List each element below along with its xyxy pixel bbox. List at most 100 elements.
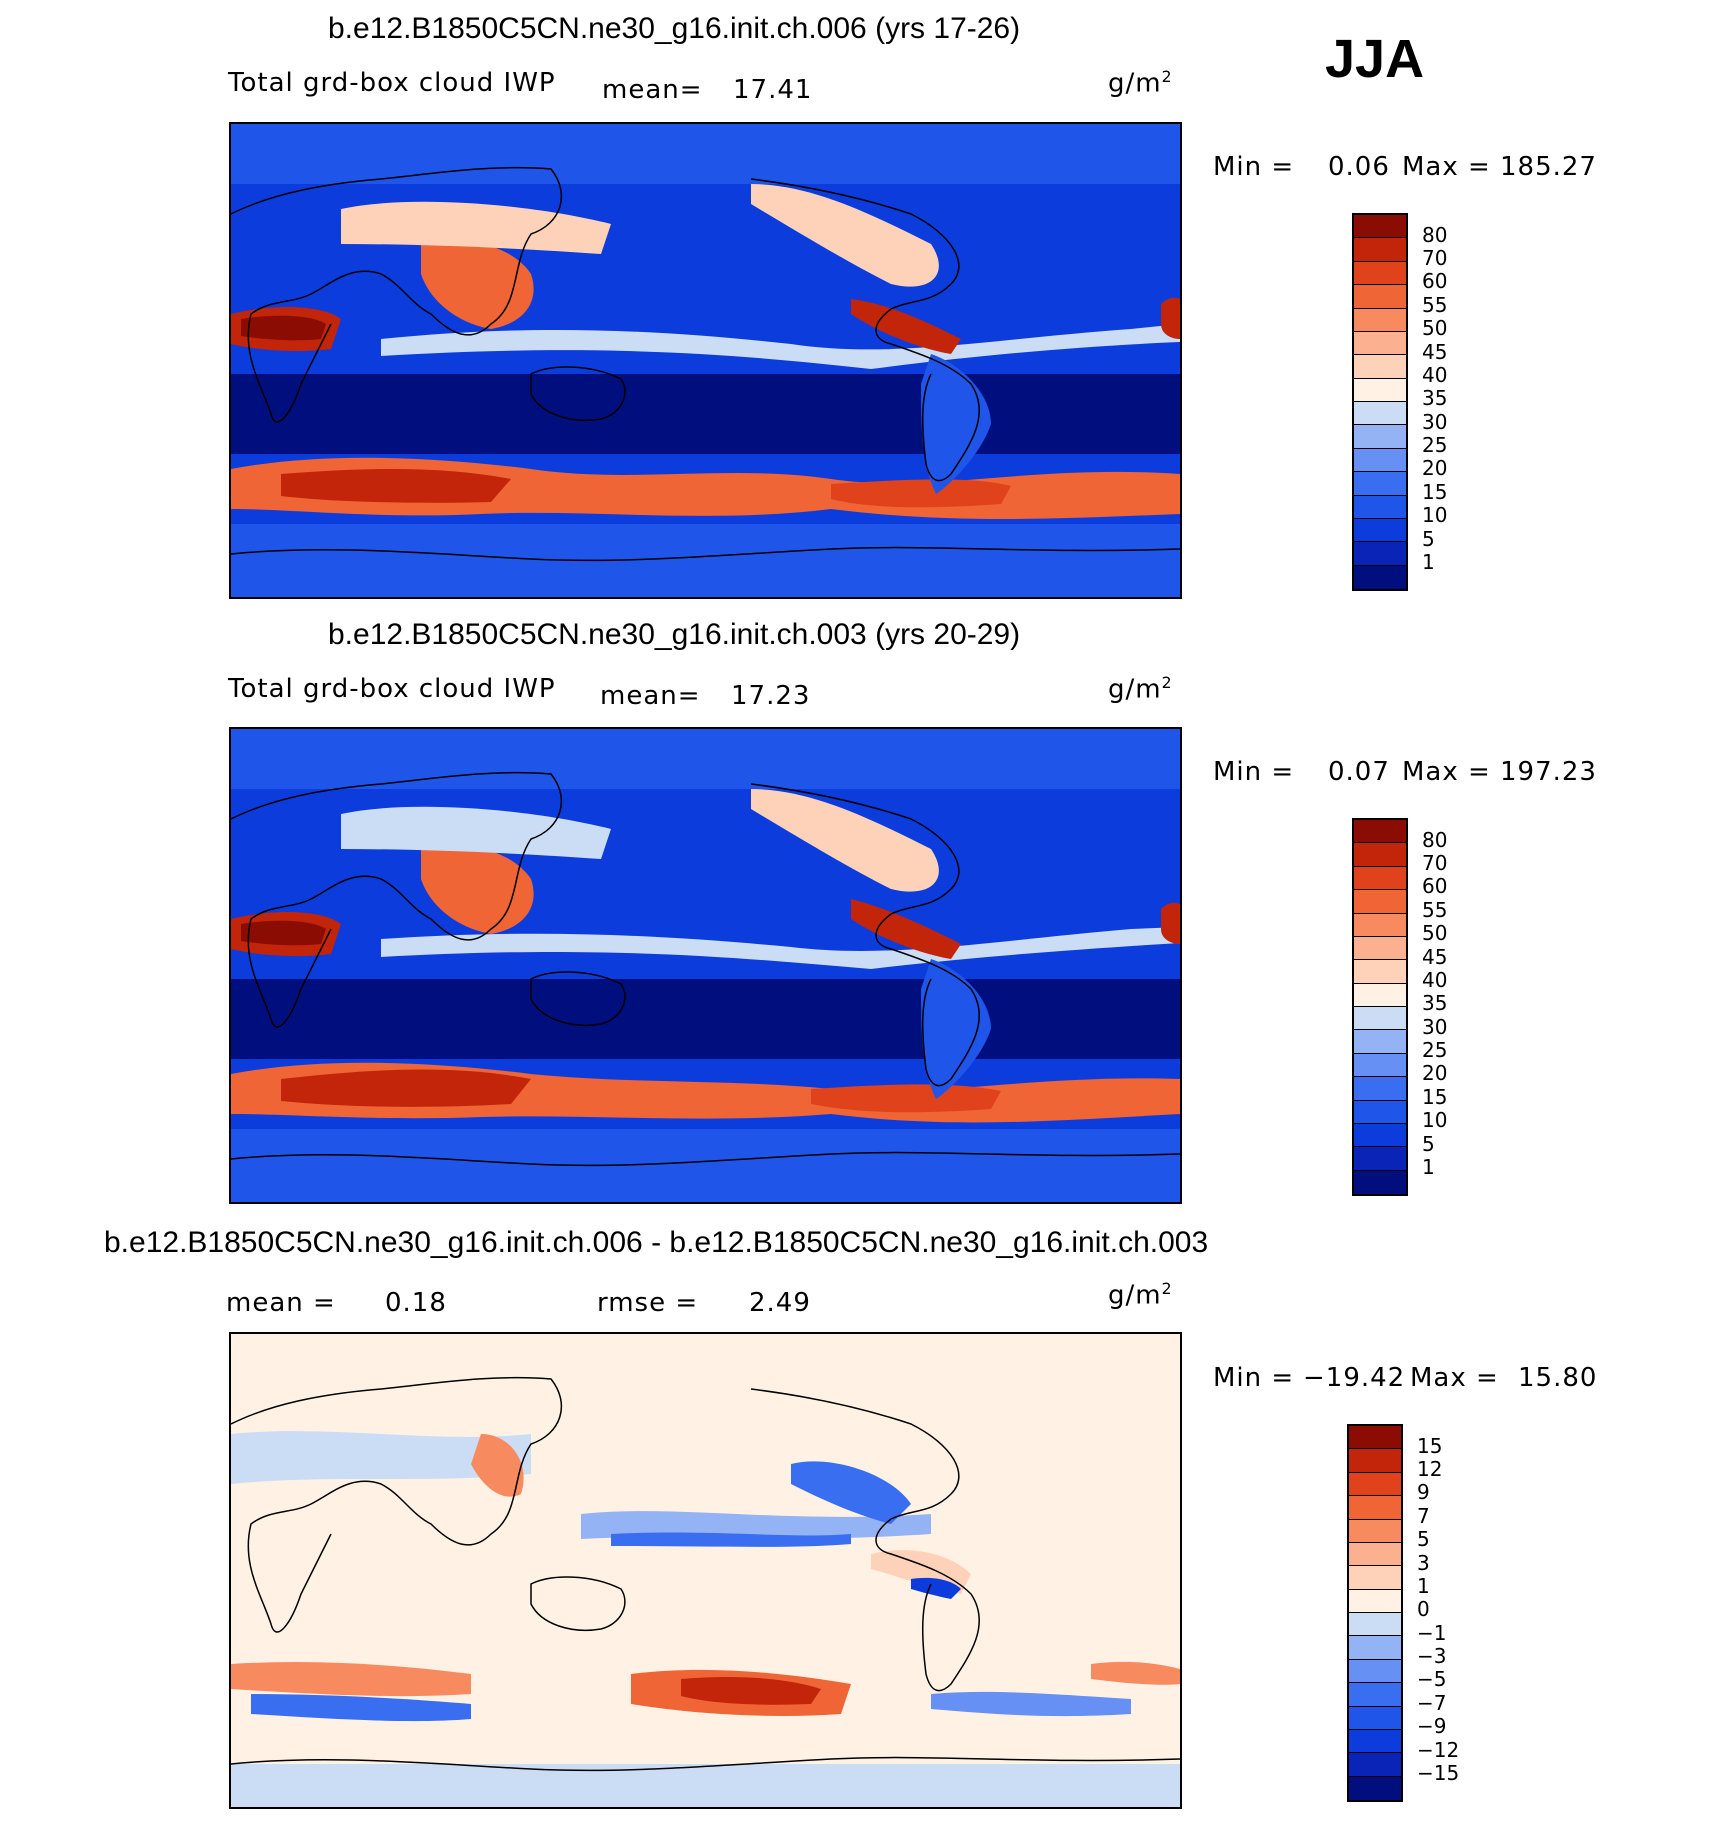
colorbar-tick-label: 60 [1422, 874, 1448, 899]
colorbar-tick-label: 45 [1422, 944, 1448, 969]
panel-3-min-value: −19.42 [1303, 1363, 1406, 1393]
colorbar-tick-label: 25 [1422, 1038, 1448, 1063]
panel-3-rmse-value: 2.49 [749, 1288, 811, 1318]
panel-3-min-label: Min = [1213, 1363, 1295, 1393]
panel-2-storm-core-2 [811, 1084, 1001, 1113]
colorbar-swatch [1354, 890, 1406, 914]
colorbar-swatch [1349, 1776, 1401, 1800]
panel-1-antarctic-band [231, 524, 1180, 597]
panel-2-itcz [381, 927, 1180, 969]
colorbar-swatch [1349, 1683, 1401, 1707]
colorbar-swatch [1354, 820, 1406, 844]
colorbar-swatch [1349, 1449, 1401, 1473]
colorbar-tick-label: 15 [1422, 479, 1448, 504]
colorbar-tick-label: −12 [1417, 1737, 1460, 1762]
colorbar-swatch [1349, 1426, 1401, 1450]
colorbar-tick-label: 10 [1422, 503, 1448, 528]
colorbar-swatch [1354, 215, 1406, 239]
panel-2-right-africa [1161, 902, 1180, 944]
panel-3-rmse-label: rmse = [597, 1288, 699, 1318]
colorbar-swatch [1349, 1542, 1401, 1567]
panel-2-min-value: 0.07 [1328, 757, 1390, 787]
panel-1-colorbar [1352, 213, 1408, 591]
colorbar-swatch [1354, 402, 1406, 426]
panel-1-itcz [381, 324, 1180, 369]
panel-3-antarctic [231, 1764, 1180, 1807]
panel-2-storm-core-1 [281, 1069, 531, 1107]
panel-2-colorbar [1352, 818, 1408, 1196]
colorbar-tick-label: 1 [1417, 1573, 1430, 1598]
panel-3-patch-1 [231, 1431, 531, 1484]
colorbar-tick-label: 5 [1417, 1527, 1430, 1552]
colorbar-tick-label: −5 [1417, 1667, 1447, 1692]
season-label: JJA [1325, 29, 1425, 89]
colorbar-tick-label: 55 [1422, 292, 1448, 317]
colorbar-tick-label: 55 [1422, 897, 1448, 922]
colorbar-swatch [1354, 518, 1406, 543]
colorbar-swatch [1354, 936, 1406, 961]
colorbar-swatch [1354, 261, 1406, 286]
colorbar-swatch [1349, 1472, 1401, 1497]
panel-1-title: b.e12.B1850C5CN.ne30_g16.init.ch.006 (yr… [328, 12, 1021, 45]
colorbar-swatch [1354, 448, 1406, 473]
colorbar-tick-label: −3 [1417, 1644, 1447, 1669]
panel-3-units: g/m2 [1108, 1280, 1173, 1311]
panel-2-coastlines [231, 771, 1180, 1167]
colorbar-tick-label: 1 [1422, 1154, 1435, 1179]
panel-3-mean-label: mean = [226, 1288, 336, 1318]
panel-3-map-svg [231, 1334, 1180, 1807]
colorbar-tick-label: 60 [1422, 269, 1448, 294]
colorbar-tick-label: 80 [1422, 827, 1448, 852]
colorbar-swatch [1354, 378, 1406, 402]
panel-1-map-svg [231, 124, 1180, 597]
panel-1-right-africa [1161, 297, 1180, 339]
colorbar-swatch [1354, 308, 1406, 332]
panel-1-storm-core-2 [831, 479, 1011, 508]
panel-3-coastlines [231, 1376, 1180, 1772]
colorbar-swatch [1354, 1123, 1406, 1148]
panel-2-units: g/m2 [1108, 674, 1173, 705]
panel-2-namerica [751, 789, 939, 892]
panel-2-antarctic-band [231, 1129, 1180, 1202]
colorbar-swatch [1354, 1147, 1406, 1171]
colorbar-tick-label: 40 [1422, 362, 1448, 387]
colorbar-swatch [1349, 1613, 1401, 1637]
panel-1-namerica [751, 184, 939, 287]
colorbar-swatch [1349, 1729, 1401, 1754]
panel-2-map-svg [231, 729, 1180, 1202]
colorbar-tick-label: −7 [1417, 1690, 1447, 1715]
panel-2-title: b.e12.B1850C5CN.ne30_g16.init.ch.003 (yr… [328, 618, 1021, 651]
panel-3-max-value: 15.80 [1518, 1363, 1598, 1393]
colorbar-tick-label: −15 [1417, 1760, 1460, 1785]
panel-1-mean-value: 17.41 [733, 75, 813, 105]
colorbar-tick-label: 25 [1422, 433, 1448, 458]
colorbar-tick-label: 15 [1422, 1084, 1448, 1109]
panel-2-map [229, 727, 1182, 1204]
colorbar-swatch [1349, 1589, 1401, 1613]
panel-2-arctic-band [231, 729, 1180, 789]
colorbar-swatch [1349, 1496, 1401, 1520]
panel-3-patch-3 [611, 1532, 851, 1547]
colorbar-tick-label: 0 [1417, 1597, 1430, 1622]
colorbar-tick-label: 9 [1417, 1480, 1430, 1505]
colorbar-swatch [1354, 1077, 1406, 1101]
colorbar-swatch [1354, 542, 1406, 566]
panel-2-sahel-core [241, 920, 326, 946]
panel-3-patch-2 [581, 1511, 931, 1539]
panel-1-arctic-band [231, 124, 1180, 184]
colorbar-swatch [1354, 238, 1406, 262]
panel-3-colorbar [1347, 1424, 1403, 1802]
colorbar-swatch [1354, 1007, 1406, 1031]
colorbar-tick-label: 15 [1417, 1433, 1443, 1458]
panel-1-central-america [851, 299, 961, 354]
panel-2-eurasia [341, 806, 611, 859]
panel-2-asia-monsoon [421, 845, 534, 934]
colorbar-tick-label: 30 [1422, 1014, 1448, 1039]
panel-1-storm-core-1 [281, 469, 511, 503]
panel-2-min-label: Min = [1213, 757, 1295, 787]
panel-1-min-value: 0.06 [1328, 152, 1390, 182]
panel-1-max-label: Max = [1402, 152, 1491, 182]
colorbar-swatch [1349, 1753, 1401, 1777]
panel-2-max-value: 197.23 [1500, 757, 1597, 787]
colorbar-tick-label: 50 [1422, 921, 1448, 946]
